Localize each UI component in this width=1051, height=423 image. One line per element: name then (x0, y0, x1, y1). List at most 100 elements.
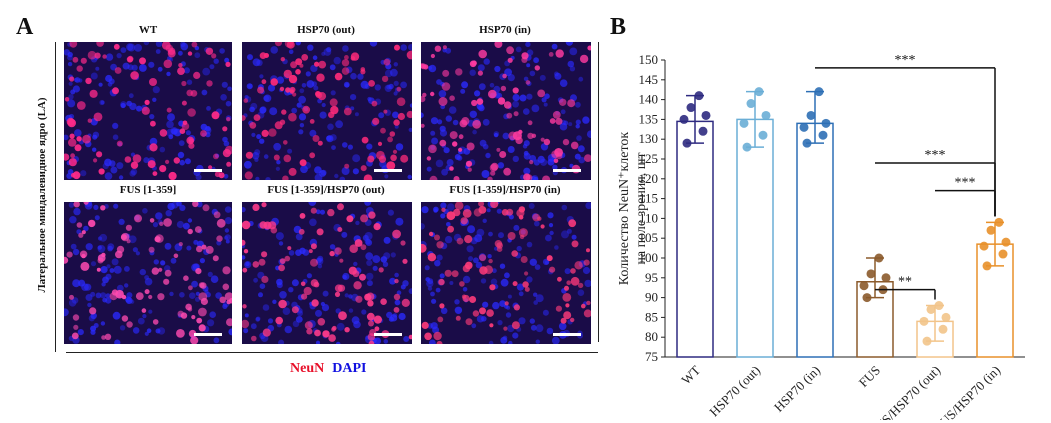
x-tick-label: WT (678, 362, 703, 387)
dapi-nucleus (244, 95, 249, 100)
dapi-nucleus (477, 64, 485, 72)
neun-cell (278, 264, 285, 272)
neun-cell (549, 118, 556, 124)
dapi-nucleus (292, 320, 300, 328)
neun-cell (179, 128, 186, 134)
micrograph-fus-hsp70-out (242, 202, 412, 344)
dapi-nucleus (467, 225, 476, 234)
neun-cell (557, 276, 562, 282)
neun-cell (257, 86, 265, 94)
micrograph-fus (64, 202, 232, 344)
neun-cell (295, 58, 303, 66)
y-tick-label: 135 (639, 111, 659, 126)
neun-cell (85, 77, 92, 85)
dapi-nucleus (430, 130, 436, 136)
dapi-nucleus (360, 80, 369, 89)
neun-cell (586, 248, 590, 253)
neun-cell (494, 240, 503, 248)
dapi-nucleus (364, 202, 372, 206)
x-tick-label: FUS/HSP70 (in) (931, 363, 1003, 420)
neun-cell (66, 117, 75, 126)
dapi-nucleus (561, 230, 569, 239)
dapi-nucleus (245, 261, 250, 267)
neun-cell (438, 278, 445, 286)
neun-cell (466, 142, 475, 151)
neun-cell (439, 303, 445, 309)
dapi-nucleus (476, 102, 484, 110)
legend-dapi: DAPI (332, 361, 367, 376)
dapi-nucleus (144, 275, 149, 280)
neun-cell (380, 298, 387, 305)
neun-cell (287, 246, 292, 251)
dapi-nucleus (223, 173, 229, 179)
neun-cell (283, 154, 292, 163)
data-point (682, 138, 692, 148)
dapi-nucleus (539, 74, 546, 81)
neun-cell (225, 61, 231, 67)
dapi-nucleus (112, 311, 121, 320)
dapi-nucleus (157, 66, 163, 72)
neun-cell (512, 87, 519, 94)
neun-cell (383, 109, 388, 114)
y-axis-label-line1: Количество NeuN⁺клеток (617, 132, 632, 286)
dapi-nucleus (295, 316, 303, 323)
micrograph-hsp70-in (421, 42, 591, 180)
dapi-nucleus (130, 168, 138, 175)
dapi-nucleus (276, 282, 283, 289)
dapi-nucleus (321, 51, 326, 56)
dapi-nucleus (551, 43, 558, 50)
neun-cell (219, 296, 226, 304)
dapi-nucleus (112, 122, 119, 129)
dapi-nucleus (350, 106, 355, 111)
neun-cell (87, 118, 92, 123)
neun-cell (94, 52, 101, 59)
neun-cell (288, 167, 297, 176)
neun-cell (524, 271, 529, 276)
data-point (754, 87, 764, 97)
neun-cell (383, 58, 391, 66)
dapi-nucleus (128, 93, 134, 99)
dapi-nucleus (466, 245, 474, 253)
dapi-nucleus (531, 175, 539, 180)
neun-cell (378, 155, 387, 163)
bar (736, 118, 774, 358)
x-tick-label: HSP70 (out) (706, 363, 763, 420)
dapi-nucleus (259, 138, 265, 144)
dapi-nucleus (545, 234, 552, 242)
dapi-nucleus (173, 128, 182, 137)
dapi-nucleus (566, 228, 572, 234)
dapi-nucleus (176, 202, 182, 207)
dapi-nucleus (372, 255, 381, 264)
dapi-nucleus (403, 336, 410, 342)
dapi-nucleus (139, 64, 147, 72)
neun-cell (339, 258, 344, 263)
dapi-nucleus (341, 167, 350, 175)
neun-cell (562, 138, 570, 146)
neun-cell (577, 282, 584, 289)
neun-cell (299, 213, 306, 219)
neun-cell (200, 130, 207, 137)
dapi-nucleus (270, 46, 278, 54)
dapi-nucleus (447, 203, 455, 211)
dapi-nucleus (526, 49, 534, 56)
dapi-nucleus (400, 81, 407, 89)
neun-cell (70, 153, 75, 159)
neun-cell (439, 139, 447, 147)
neun-cell (89, 307, 97, 315)
dapi-nucleus (179, 292, 185, 298)
dapi-nucleus (68, 202, 75, 208)
neun-cell (81, 230, 86, 235)
dapi-nucleus (95, 292, 102, 299)
data-point (802, 138, 812, 148)
dapi-nucleus (131, 64, 138, 71)
neun-cell (518, 206, 526, 213)
neun-cell (114, 67, 122, 74)
neun-cell (430, 53, 435, 59)
dapi-nucleus (502, 335, 508, 340)
region-label: Латеральное миндалевидное ядро (LA) (36, 97, 48, 293)
neun-cell (465, 318, 473, 326)
neun-cell (183, 275, 189, 281)
image-title-hsp70-in: HSP70 (in) (479, 24, 531, 36)
dapi-nucleus (90, 72, 98, 80)
neun-cell (393, 293, 401, 301)
